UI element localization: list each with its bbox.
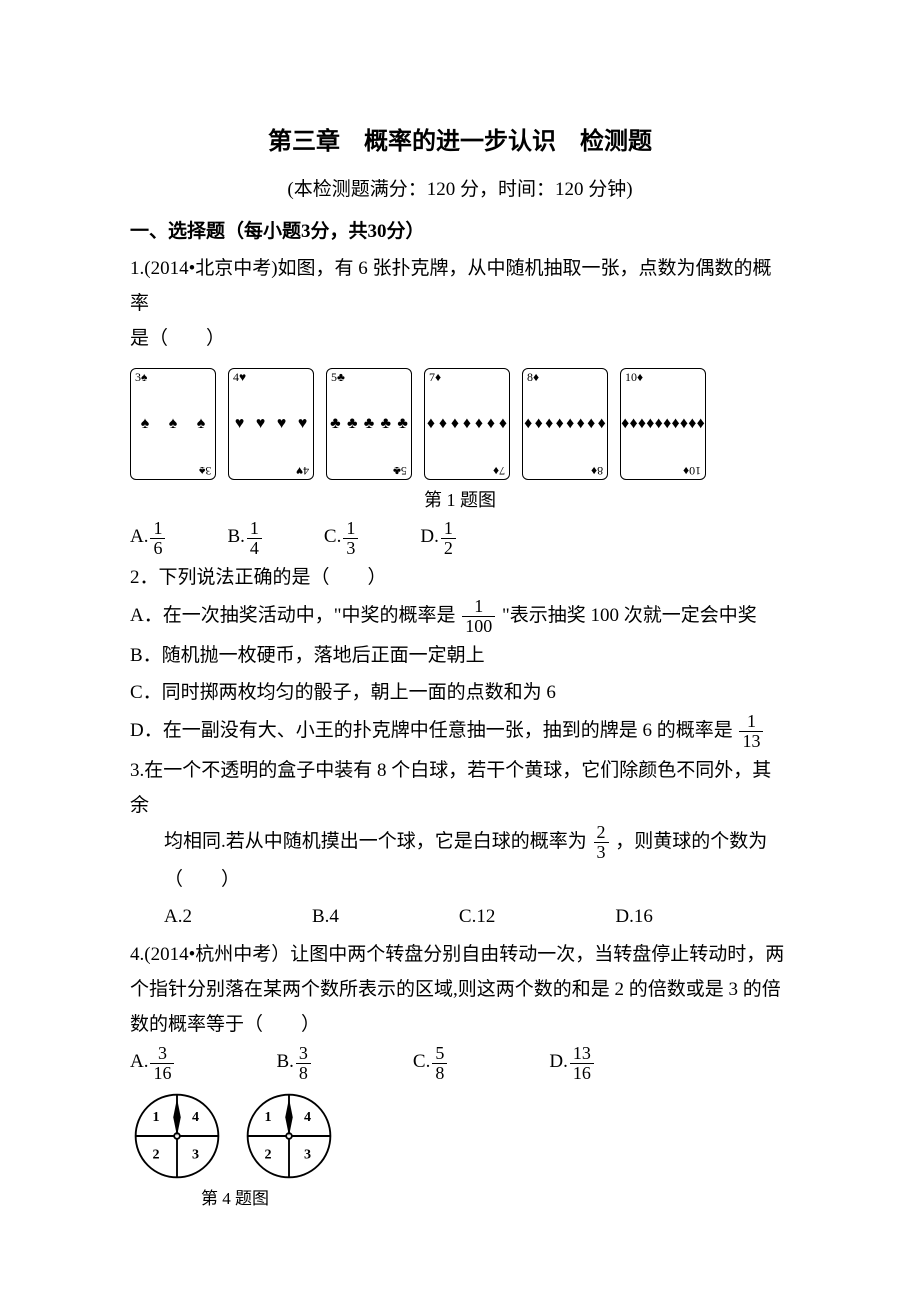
q1-figure-caption: 第 1 题图 (130, 484, 790, 517)
opt-label: B. (276, 1044, 293, 1079)
fraction: 1 4 (247, 519, 262, 558)
svg-text:3: 3 (192, 1146, 199, 1162)
spinners: 1 4 3 2 1 4 3 2 (130, 1089, 790, 1183)
svg-text:2: 2 (265, 1146, 272, 1162)
playing-card: 5♣5♣♣♣♣♣♣ (326, 368, 412, 480)
playing-card: 4♥4♥♥♥♥♥ (228, 368, 314, 480)
question-4: 4.(2014•杭州中考）让图中两个转盘分别自由转动一次，当转盘停止转动时，两 … (130, 937, 790, 1215)
opt-label: B. (227, 519, 244, 554)
spinner-icon: 1 4 3 2 (130, 1089, 224, 1183)
q4-option-b: B. 3 8 (276, 1044, 312, 1083)
playing-card: 8♦8♦♦♦♦♦♦♦♦♦ (522, 368, 608, 480)
opt-label: A. (130, 1044, 148, 1079)
question-1: 1.(2014•北京中考)如图，有 6 张扑克牌，从中随机抽取一张，点数为偶数的… (130, 251, 790, 559)
fraction: 1 6 (150, 519, 165, 558)
q3-line2: 均相同.若从中随机摸出一个球，它是白球的概率为 2 3 ，则黄球的个数为（ ） (130, 823, 790, 897)
fraction: 5 8 (432, 1044, 447, 1083)
q3-line1: 3.在一个不透明的盒子中装有 8 个白球，若干个黄球，它们除颜色不同外，其余 (130, 753, 790, 823)
q3-option-d: D.16 (615, 899, 652, 934)
q2-option-a: A．在一次抽奖活动中，"中奖的概率是 1 100 "表示抽奖 100 次就一定会… (130, 597, 790, 636)
q1-text-line2: 是（ ） (130, 321, 790, 356)
q2-stem: 2．下列说法正确的是（ ） (130, 560, 790, 595)
q4-line2: 个指针分别落在某两个数所表示的区域,则这两个数的和是 2 的倍数或是 3 的倍 (130, 972, 790, 1007)
fraction: 1 2 (441, 519, 456, 558)
q3-option-a: A.2 (164, 899, 192, 934)
q4-line1: 4.(2014•杭州中考）让图中两个转盘分别自由转动一次，当转盘停止转动时，两 (130, 937, 790, 972)
fraction: 3 16 (150, 1044, 174, 1083)
fraction: 1 13 (739, 712, 763, 751)
q1-option-b: B. 1 4 (227, 519, 263, 558)
q1-option-d: D. 1 2 (420, 519, 457, 558)
question-3: 3.在一个不透明的盒子中装有 8 个白球，若干个黄球，它们除颜色不同外，其余 均… (130, 753, 790, 934)
page-subtitle: (本检测题满分：120 分，时间：120 分钟) (130, 172, 790, 207)
q4-line3: 数的概率等于（ ） (130, 1007, 790, 1042)
opt-label: D. (420, 519, 438, 554)
fraction: 13 16 (570, 1044, 594, 1083)
q4-option-c: C. 5 8 (413, 1044, 449, 1083)
q2-option-d: D．在一副没有大、小王的扑克牌中任意抽一张，抽到的牌是 6 的概率是 1 13 (130, 712, 790, 751)
fraction: 2 3 (594, 823, 609, 862)
q4-option-a: A. 3 16 (130, 1044, 176, 1083)
q3-option-c: C.12 (459, 899, 495, 934)
spinner-icon: 1 4 3 2 (242, 1089, 336, 1183)
q3-option-b: B.4 (312, 899, 339, 934)
playing-card: 7♦7♦♦♦♦♦♦♦♦ (424, 368, 510, 480)
q1-option-a: A. 1 6 (130, 519, 167, 558)
fraction: 1 3 (343, 519, 358, 558)
section-heading: 一、选择题（每小题3分，共30分） (130, 214, 790, 249)
svg-text:2: 2 (153, 1146, 160, 1162)
q4-figure-caption: 第 4 题图 (130, 1183, 340, 1214)
svg-text:4: 4 (304, 1109, 311, 1125)
fraction: 3 8 (296, 1044, 311, 1083)
page: 第三章 概率的进一步认识 检测题 (本检测题满分：120 分，时间：120 分钟… (0, 0, 920, 1302)
q2-option-c: C．同时掷两枚均匀的骰子，朝上一面的点数和为 6 (130, 675, 790, 710)
opt-label: C. (413, 1044, 430, 1079)
fraction: 1 100 (462, 597, 495, 636)
q4-option-d: D. 13 16 (549, 1044, 595, 1083)
playing-card: 10♦10♦♦♦♦♦♦♦♦♦♦♦ (620, 368, 706, 480)
svg-text:3: 3 (304, 1146, 311, 1162)
q3-options: A.2 B.4 C.12 D.16 (130, 899, 790, 934)
q1-option-c: C. 1 3 (324, 519, 360, 558)
opt-label: D. (549, 1044, 567, 1079)
svg-text:1: 1 (265, 1109, 272, 1125)
q4-options: A. 3 16 B. 3 8 C. 5 8 (130, 1044, 790, 1083)
q1-options: A. 1 6 B. 1 4 C. 1 3 (130, 519, 790, 558)
cards-row: 3♠3♠♠♠♠4♥4♥♥♥♥♥5♣5♣♣♣♣♣♣7♦7♦♦♦♦♦♦♦♦8♦8♦♦… (130, 368, 790, 480)
q1-text-line1: 1.(2014•北京中考)如图，有 6 张扑克牌，从中随机抽取一张，点数为偶数的… (130, 251, 790, 321)
opt-label: C. (324, 519, 341, 554)
q2-option-b: B．随机抛一枚硬币，落地后正面一定朝上 (130, 638, 790, 673)
question-2: 2．下列说法正确的是（ ） A．在一次抽奖活动中，"中奖的概率是 1 100 "… (130, 560, 790, 751)
opt-label: A. (130, 519, 148, 554)
page-title: 第三章 概率的进一步认识 检测题 (130, 120, 790, 164)
playing-card: 3♠3♠♠♠♠ (130, 368, 216, 480)
svg-text:4: 4 (192, 1109, 199, 1125)
svg-text:1: 1 (153, 1109, 160, 1125)
